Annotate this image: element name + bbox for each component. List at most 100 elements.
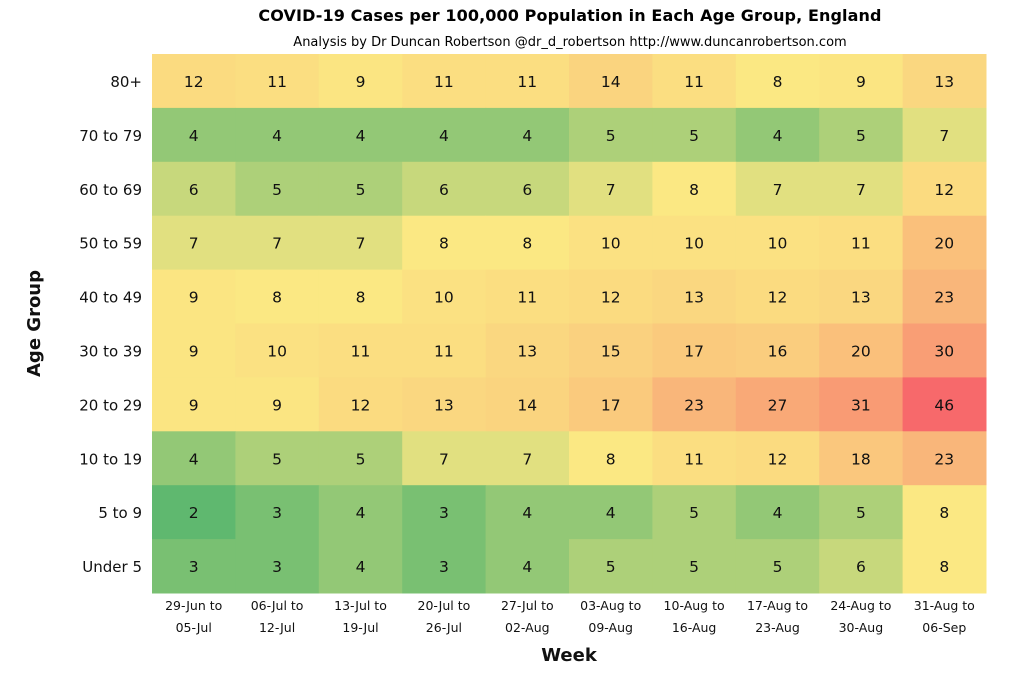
cell-value-label: 3 — [439, 504, 449, 522]
cell-value-label: 11 — [684, 73, 704, 91]
heatmap-cell — [819, 107, 904, 163]
cell-value-label: 4 — [606, 504, 616, 522]
heatmap-cell — [819, 323, 904, 378]
heatmap-cell — [569, 269, 653, 324]
heatmap-cell — [902, 54, 987, 109]
heatmap-cell — [485, 485, 570, 540]
cell-value-label: 9 — [272, 396, 282, 414]
cell-value-label: 23 — [934, 450, 954, 468]
column-label: 03-Aug to — [580, 598, 641, 613]
heatmap-cell — [735, 54, 820, 109]
heatmap-cell — [235, 107, 320, 163]
heatmap-cell — [152, 161, 236, 217]
column-label: 10-Aug to — [664, 598, 725, 613]
column-label: 02-Aug — [505, 620, 550, 635]
heatmap-cell — [318, 215, 403, 271]
heatmap-cell — [652, 269, 737, 324]
cell-value-label: 7 — [856, 181, 866, 199]
cell-value-label: 12 — [351, 396, 371, 414]
heatmap-cell — [152, 377, 236, 432]
cell-value-label: 2 — [189, 504, 199, 522]
heatmap-cell — [318, 485, 403, 540]
row-label: Under 5 — [82, 558, 142, 576]
cell-value-label: 4 — [522, 504, 532, 522]
cell-value-label: 10 — [684, 235, 704, 253]
heatmap-cell — [402, 323, 487, 378]
cell-value-label: 14 — [517, 396, 537, 414]
heatmap-cell — [652, 539, 737, 594]
heatmap-cell — [819, 485, 904, 540]
cell-value-label: 9 — [356, 73, 366, 91]
cell-value-label: 8 — [522, 235, 532, 253]
heatmap-cell — [735, 215, 820, 271]
cell-value-label: 6 — [439, 181, 449, 199]
heatmap-cell — [902, 485, 987, 540]
cell-value-label: 6 — [522, 181, 532, 199]
cell-value-label: 20 — [851, 342, 871, 360]
cell-value-label: 46 — [934, 396, 954, 414]
heatmap-cell — [152, 485, 236, 540]
heatmap-cell — [152, 269, 236, 324]
heatmap-cell — [402, 431, 487, 486]
cell-value-label: 7 — [189, 235, 199, 253]
column-label: 27-Jul to — [501, 598, 554, 613]
cell-value-label: 5 — [689, 127, 699, 145]
row-label: 50 to 59 — [79, 235, 142, 253]
row-label: 10 to 19 — [79, 450, 142, 468]
cell-value-label: 11 — [851, 235, 871, 253]
cell-value-label: 9 — [189, 289, 199, 307]
cell-value-label: 14 — [601, 73, 621, 91]
heatmap-cell — [485, 215, 570, 271]
heatmap-cell — [652, 215, 737, 271]
cell-value-label: 10 — [768, 235, 788, 253]
heatmap-cell — [902, 539, 987, 594]
column-label: 30-Aug — [839, 620, 884, 635]
heatmap-cell — [152, 431, 236, 486]
cell-value-label: 13 — [934, 73, 954, 91]
cell-value-label: 11 — [267, 73, 287, 91]
column-label: 26-Jul — [426, 620, 462, 635]
cell-value-label: 6 — [189, 181, 199, 199]
heatmap-cell — [318, 431, 403, 486]
heatmap-cell — [569, 107, 653, 163]
heatmap-cell — [735, 269, 820, 324]
cell-value-label: 8 — [939, 558, 949, 576]
heatmap-cell — [318, 269, 403, 324]
cell-value-label: 4 — [439, 127, 449, 145]
heatmap-cell — [402, 269, 487, 324]
cell-value-label: 8 — [689, 181, 699, 199]
heatmap-cell — [485, 323, 570, 378]
cell-value-label: 15 — [601, 342, 621, 360]
cell-value-label: 17 — [684, 342, 704, 360]
cell-value-label: 10 — [267, 342, 287, 360]
heatmap-cell — [235, 323, 320, 378]
cell-value-label: 7 — [439, 450, 449, 468]
column-label: 13-Jul to — [334, 598, 387, 613]
cell-value-label: 5 — [856, 504, 866, 522]
cell-value-label: 4 — [356, 558, 366, 576]
heatmap-cell — [235, 485, 320, 540]
heatmap-cell — [569, 161, 653, 217]
heatmap-cell — [235, 269, 320, 324]
cell-value-label: 3 — [189, 558, 199, 576]
cell-value-label: 11 — [517, 289, 537, 307]
cell-value-label: 8 — [439, 235, 449, 253]
heatmap-cell — [569, 377, 653, 432]
heatmap-cell — [485, 377, 570, 432]
heatmap-cell — [819, 431, 904, 486]
heatmap-cell — [735, 485, 820, 540]
cell-value-label: 12 — [934, 181, 954, 199]
heatmap-cell — [569, 539, 653, 594]
cell-value-label: 4 — [189, 450, 199, 468]
heatmap-cell — [652, 377, 737, 432]
cell-value-label: 20 — [934, 235, 954, 253]
cell-value-label: 11 — [434, 342, 454, 360]
cell-value-label: 4 — [356, 504, 366, 522]
column-label: 20-Jul to — [418, 598, 471, 613]
heatmap-cell — [235, 215, 320, 271]
row-label: 40 to 49 — [79, 289, 142, 307]
cell-value-label: 12 — [601, 289, 621, 307]
row-label: 30 to 39 — [79, 342, 142, 360]
x-axis-title: Week — [541, 645, 598, 666]
